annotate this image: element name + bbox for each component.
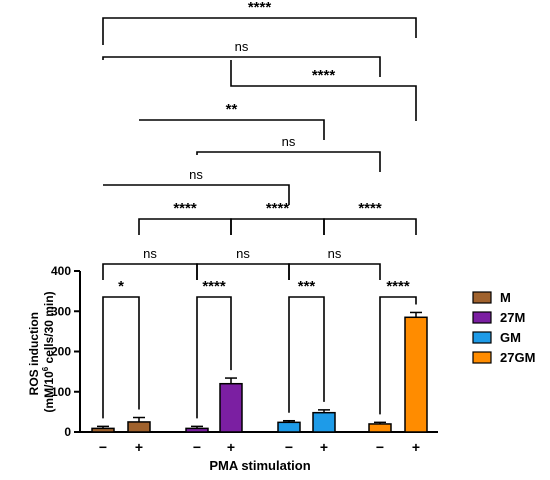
legend-swatch-27M	[472, 311, 492, 324]
y-axis-label-line2: (mM/106 cells/30 min)	[41, 291, 56, 412]
bracket-8	[323, 218, 417, 235]
legend-swatch-27GM	[472, 351, 492, 364]
bar-M-plus	[127, 421, 151, 433]
significance-label: ****	[312, 67, 336, 84]
bracket-12	[102, 296, 140, 419]
significance-label: ****	[248, 0, 272, 16]
significance-label: ns	[143, 246, 157, 261]
bar-27GM-plus	[404, 316, 428, 433]
significance-label: ns	[328, 246, 342, 261]
y-tick-label: 400	[51, 264, 71, 278]
x-tick-label: +	[412, 439, 420, 455]
x-tick-label: +	[320, 439, 328, 455]
y-tick-label: 300	[51, 304, 71, 318]
legend-label-27M: 27M	[500, 310, 525, 325]
bracket-13	[196, 296, 232, 419]
significance-label: **	[226, 101, 238, 118]
bar-GM-plus	[312, 411, 336, 433]
x-tick-label: −	[285, 439, 293, 455]
bar-27M-plus	[219, 382, 243, 433]
significance-label: ***	[298, 278, 316, 295]
bracket-5	[103, 184, 290, 205]
y-tick-label: 200	[51, 345, 71, 359]
x-tick-label: +	[135, 439, 143, 455]
y-tick-label: 0	[64, 425, 71, 439]
legend-label-M: M	[500, 290, 511, 305]
significance-label: ****	[173, 200, 197, 217]
bar-GM-minus	[277, 421, 301, 433]
significance-label: *	[118, 278, 124, 295]
significance-label: ****	[202, 278, 226, 295]
significance-label: ns	[189, 167, 203, 182]
significance-label: ns	[282, 134, 296, 149]
bracket-15	[379, 296, 417, 415]
y-tick-label: 100	[51, 385, 71, 399]
y-axis-label-line1: ROS induction	[27, 312, 41, 395]
significance-label: ns	[235, 39, 249, 54]
bracket-1	[102, 56, 381, 77]
bracket-14	[288, 296, 325, 413]
legend: M 27M GM 27GM	[472, 290, 535, 365]
bar-M-minus	[91, 427, 115, 433]
legend-swatch-M	[472, 291, 492, 304]
bracket-0	[102, 17, 417, 45]
bracket-7	[230, 218, 325, 235]
bracket-2	[230, 60, 417, 121]
x-tick-label: −	[376, 439, 384, 455]
x-tick-label: −	[193, 439, 201, 455]
significance-label: ****	[266, 200, 290, 217]
bar-27M-minus	[185, 427, 209, 433]
legend-label-GM: GM	[500, 330, 521, 345]
x-axis-label: PMA stimulation	[209, 458, 310, 473]
significance-label: ****	[358, 200, 382, 217]
legend-label-27GM: 27GM	[500, 350, 535, 365]
significance-label: ns	[236, 246, 250, 261]
x-tick-label: +	[227, 439, 235, 455]
significance-label: ****	[386, 278, 410, 295]
bracket-11	[288, 263, 381, 280]
bar-27GM-minus	[368, 423, 392, 433]
y-axis-label: ROS induction (mM/106 cells/30 min)	[27, 291, 56, 412]
x-tick-label: −	[99, 439, 107, 455]
y-axis-label-superscript: 6	[41, 366, 50, 371]
bars: − + − + − + − +	[91, 311, 428, 455]
bracket-4	[196, 151, 381, 172]
bracket-6	[138, 218, 232, 235]
legend-swatch-GM	[472, 331, 492, 344]
bracket-3	[139, 119, 325, 140]
